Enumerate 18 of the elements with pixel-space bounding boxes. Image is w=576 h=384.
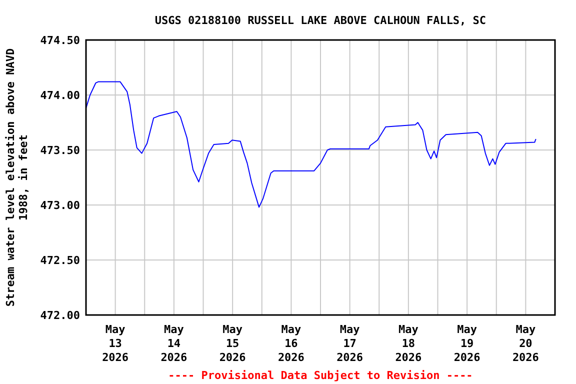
y-tick-label: 473.00 [40, 198, 80, 212]
y-tick-label: 474.50 [40, 34, 80, 47]
line-series [86, 81, 536, 208]
y-tick-label: 472.00 [40, 308, 80, 322]
x-tick-label: May 17 2026 [336, 323, 364, 364]
x-tick-label: May 19 2026 [454, 323, 481, 364]
x-tick-label: May 16 2026 [278, 323, 305, 364]
chart-title: USGS 02188100 RUSSELL LAKE ABOVE CALHOUN FALLS, SC [154, 14, 486, 27]
x-tick-label: May 20 2026 [512, 323, 540, 364]
y-tick-label: 474.00 [40, 88, 80, 102]
x-tick-label: May 13 2026 [102, 323, 129, 364]
y-tick-label: 472.50 [40, 254, 80, 267]
y-axis-title: Stream water level elevation above NAVD 1988, in feet [4, 48, 30, 307]
x-tick-label: May 15 2026 [219, 323, 246, 364]
x-tick-label: May 18 2026 [395, 323, 422, 364]
y-tick-label: 473.50 [40, 144, 80, 157]
text: ---- Provisional Data Subject to Revision ---- [168, 369, 473, 382]
x-tick-label: May 14 2026 [160, 323, 188, 364]
